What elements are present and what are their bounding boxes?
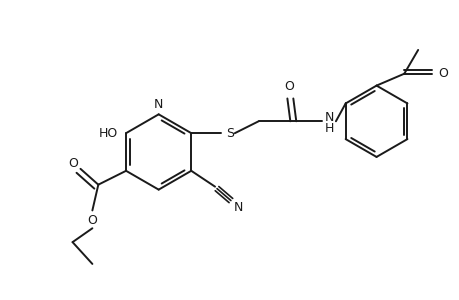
Text: O: O (284, 80, 294, 93)
Text: O: O (437, 67, 447, 80)
Text: H: H (325, 122, 334, 135)
Text: HO: HO (99, 127, 118, 140)
Text: N: N (234, 201, 243, 214)
Text: O: O (87, 214, 97, 227)
Text: O: O (68, 158, 78, 170)
Text: S: S (225, 127, 234, 140)
Text: N: N (325, 111, 334, 124)
Text: N: N (154, 98, 163, 111)
